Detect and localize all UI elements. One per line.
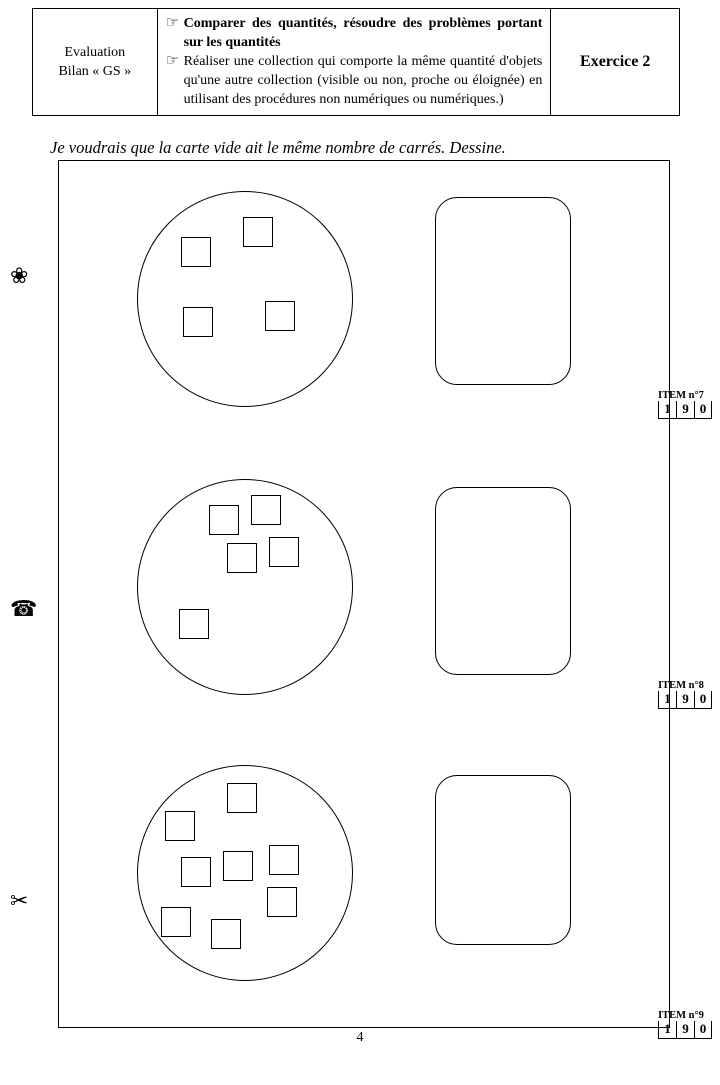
square-shape	[161, 907, 191, 937]
reference-circle	[137, 479, 353, 695]
score-cell: 0	[694, 1021, 712, 1039]
square-shape	[183, 307, 213, 337]
hand-icon: ☞	[166, 53, 184, 110]
instruction-text: Je voudrais que la carte vide ait le mêm…	[50, 138, 700, 158]
header-table: Evaluation Bilan « GS » ☞ Comparer des q…	[32, 8, 680, 116]
square-shape	[209, 505, 239, 535]
answer-card	[435, 197, 571, 385]
answer-card	[435, 775, 571, 945]
square-shape	[165, 811, 195, 841]
score-cell: 9	[676, 401, 694, 419]
hand-icon: ☞	[166, 15, 184, 53]
answer-card	[435, 487, 571, 675]
header-col-eval: Evaluation Bilan « GS »	[33, 9, 158, 115]
square-shape	[227, 543, 257, 573]
score-cell: 0	[694, 401, 712, 419]
eval-line1: Evaluation	[64, 45, 125, 60]
score-cell: 9	[676, 691, 694, 709]
square-shape	[269, 537, 299, 567]
eval-line2: Bilan « GS »	[58, 64, 131, 79]
score-cell: 9	[676, 1021, 694, 1039]
header-col-objectives: ☞ Comparer des quantités, résoudre des p…	[158, 9, 552, 115]
square-shape	[269, 845, 299, 875]
objective-2: Réaliser une collection qui comporte la …	[184, 53, 543, 110]
square-shape	[251, 495, 281, 525]
work-area	[58, 160, 670, 1028]
phone-icon: ☎	[10, 598, 37, 620]
square-shape	[211, 919, 241, 949]
square-shape	[227, 783, 257, 813]
objective-1: Comparer des quantités, résoudre des pro…	[184, 15, 543, 53]
square-shape	[223, 851, 253, 881]
page-number: 4	[20, 1030, 700, 1046]
score-cell: 0	[694, 691, 712, 709]
square-shape	[181, 237, 211, 267]
flower-icon: ❀	[10, 265, 28, 287]
square-shape	[179, 609, 209, 639]
scissors-icon: ✂	[10, 890, 28, 912]
square-shape	[265, 301, 295, 331]
square-shape	[181, 857, 211, 887]
square-shape	[243, 217, 273, 247]
square-shape	[267, 887, 297, 917]
exercise-number: Exercice 2	[551, 9, 679, 115]
